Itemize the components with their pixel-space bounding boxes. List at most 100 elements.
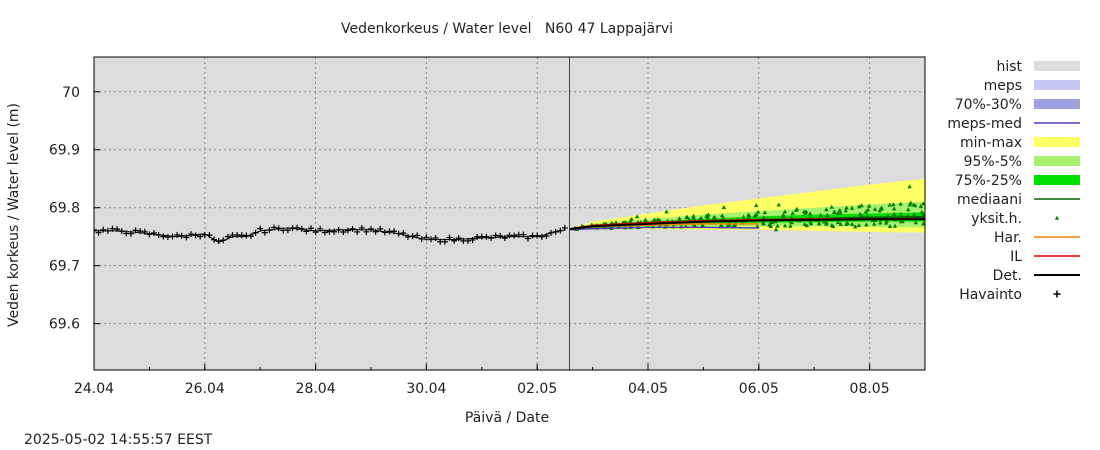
observation-point [446,234,453,241]
ensemble-point [891,211,897,216]
ensemble-point [808,221,814,226]
observation-point [561,224,568,231]
observation-point [192,232,199,239]
ensemble-point [918,204,924,209]
ensemble-point [872,221,877,226]
ensemble-point [898,219,904,224]
observation-point [266,227,273,234]
ensemble-point [829,223,834,228]
observation-point [557,227,564,234]
ensemble-point [684,214,690,219]
ensemble-point [634,214,640,219]
observation-point [294,224,301,231]
ensemble-point [906,207,911,212]
observation-point [307,225,314,232]
observation-point [298,225,305,232]
legend-label: hist [996,59,1022,75]
observation-point [303,228,310,235]
ensemble-point [883,220,889,225]
legend-label: Det. [993,268,1022,284]
ensemble-point [790,210,795,215]
ensemble-point [706,212,711,217]
ensemble-point [872,207,878,212]
ensemble-point [808,219,813,224]
observation-point [100,226,107,233]
legend-label: 70%-30% [955,97,1022,113]
observation-point [464,237,471,244]
ensemble-point [719,213,725,218]
observation-point [141,228,148,235]
ensemble-point [816,221,822,226]
ensemble-point [879,205,884,210]
ensemble-point [838,210,843,215]
observation-point [400,230,407,237]
ensemble-point [818,212,823,217]
ensemble-point [761,221,766,226]
ensemble-point [891,202,896,207]
observation-point [247,233,254,239]
observation-point [469,236,476,243]
legend-label: yksit.h. [971,211,1022,227]
ensemble-point [863,209,869,214]
observation-point [340,228,347,235]
ensemble-point [782,223,788,228]
ensemble-point [700,222,705,227]
legend-swatch [1053,290,1061,298]
observation-point [95,229,102,236]
observation-point [414,232,421,239]
ensemble-point [859,203,864,208]
series-line-det [569,218,925,231]
observation-point [344,227,351,234]
x-tick-label: 26.04 [185,381,225,397]
ensemble-point [835,219,841,224]
x-tick-label: 02.05 [517,381,557,397]
ensemble-point [878,220,883,225]
observation-point [94,227,97,234]
legend: hist meps 70%-30% meps-med min-max 95%-5% 75%-… [947,59,1080,303]
ensemble-point [887,202,892,207]
ensemble-point [844,221,849,226]
ensemble-point [756,209,761,214]
observation-point [174,231,181,238]
observation-point [524,235,531,242]
ensemble-point [773,227,779,232]
observation-point [377,225,384,232]
ensemble-point [752,213,758,218]
observation-point [183,234,190,241]
ensemble-point [731,222,737,227]
observation-point [381,229,388,236]
observation-point [146,231,153,238]
ensemble-point [866,203,872,208]
legend-label: Har. [994,230,1022,246]
observation-point [206,231,213,238]
observation-point [151,229,158,236]
y-tick-label: 69.7 [49,259,80,275]
legend-label: 75%-25% [955,173,1022,189]
ensemble-point [891,206,897,211]
ensemble-point [856,223,862,228]
observation-point [391,228,398,235]
observation-point [132,227,139,234]
observation-point [543,233,550,240]
ensemble-point [746,215,751,220]
observation-point [104,227,111,234]
ensemble-point [655,217,660,222]
ensemble-point [844,205,849,210]
ensemble-point [887,224,893,229]
observation-point [432,234,439,241]
legend-label: min-max [960,135,1022,151]
ensemble-point [613,220,619,225]
observation-point [220,237,227,244]
ensemble-point [824,207,829,212]
observation-point [224,233,231,240]
observation-point [178,232,185,239]
legend-swatch [1034,61,1080,71]
ensemble-point [865,207,871,212]
ensemble-point [885,213,891,218]
ensemble-point [911,212,917,217]
ensemble-point [892,223,898,228]
series-line-mepsmed [569,226,759,231]
ensemble-point [775,223,780,228]
observation-point [349,225,356,232]
